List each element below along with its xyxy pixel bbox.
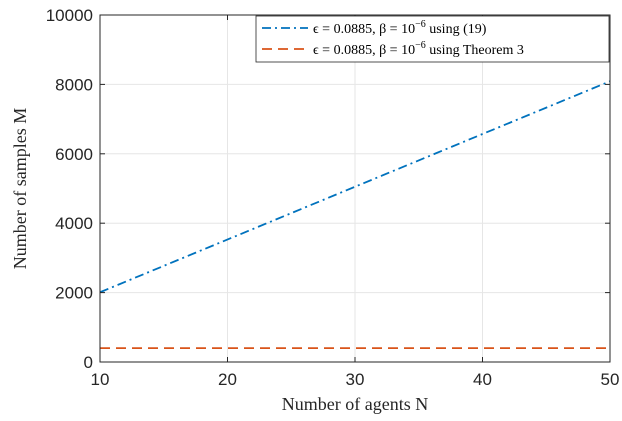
x-tick-label: 30 xyxy=(346,370,365,389)
legend-label-series-2: ϵ = 0.0885, β = 10−6 using Theorem 3 xyxy=(313,40,524,58)
x-tick-label: 50 xyxy=(601,370,620,389)
x-tick-label: 10 xyxy=(91,370,110,389)
y-tick-label: 10000 xyxy=(46,6,93,25)
series-lines xyxy=(99,80,611,350)
y-tick-label: 4000 xyxy=(55,214,93,233)
legend: ϵ = 0.0885, β = 10−6 using (19) ϵ = 0.08… xyxy=(255,15,610,63)
legend-box xyxy=(255,15,610,63)
x-axis-title-text: Number of agents N xyxy=(282,394,428,414)
series-line-1 xyxy=(99,80,611,294)
legend-label-series-1: ϵ = 0.0885, β = 10−6 using (19) xyxy=(313,19,487,37)
legend-label-series-1-tail: using (19) xyxy=(426,22,487,37)
legend-label-series-1-main: ϵ = 0.0885, β = 10 xyxy=(313,22,415,37)
axis-ticks xyxy=(99,14,611,363)
grid xyxy=(99,14,611,363)
y-tick-label: 6000 xyxy=(55,145,93,164)
x-axis-title: Number of agents N xyxy=(282,394,428,414)
legend-label-series-2-main: ϵ = 0.0885, β = 10 xyxy=(313,43,415,58)
y-tick-label: 2000 xyxy=(55,284,93,303)
x-tick-label: 20 xyxy=(218,370,237,389)
y-tick-label: 8000 xyxy=(55,75,93,94)
y-axis-title: Number of samples M xyxy=(10,108,30,269)
legend-label-series-1-exp: −6 xyxy=(415,19,426,30)
tick-labels: 10 20 30 40 50 0 2000 4000 6000 8000 10000 xyxy=(46,6,620,389)
legend-label-series-2-tail: using Theorem 3 xyxy=(426,43,524,58)
y-tick-label: 0 xyxy=(84,353,93,372)
x-tick-label: 40 xyxy=(473,370,492,389)
y-axis-title-text: Number of samples M xyxy=(10,108,30,269)
legend-label-series-2-exp: −6 xyxy=(415,40,426,51)
